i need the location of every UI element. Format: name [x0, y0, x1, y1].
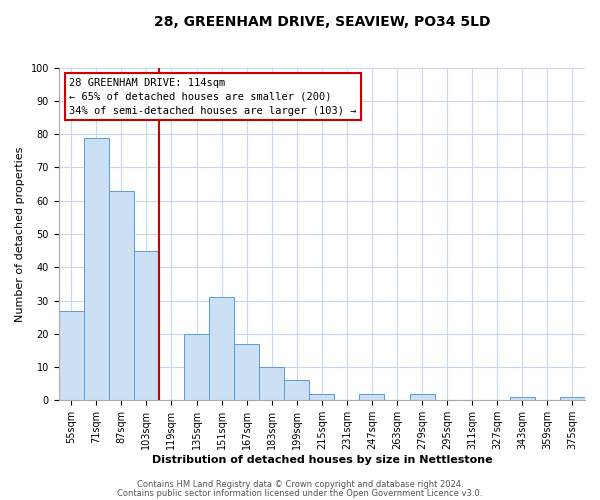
Bar — [84, 138, 109, 400]
Bar — [284, 380, 309, 400]
Y-axis label: Number of detached properties: Number of detached properties — [15, 146, 25, 322]
Bar — [234, 344, 259, 401]
Title: 28, GREENHAM DRIVE, SEAVIEW, PO34 5LD: 28, GREENHAM DRIVE, SEAVIEW, PO34 5LD — [154, 15, 490, 29]
Bar — [184, 334, 209, 400]
Bar — [560, 397, 585, 400]
Bar — [359, 394, 385, 400]
Text: Contains HM Land Registry data © Crown copyright and database right 2024.: Contains HM Land Registry data © Crown c… — [137, 480, 463, 489]
X-axis label: Distribution of detached houses by size in Nettlestone: Distribution of detached houses by size … — [152, 455, 492, 465]
Bar — [410, 394, 434, 400]
Bar — [209, 297, 234, 401]
Bar — [109, 191, 134, 400]
Bar — [309, 394, 334, 400]
Bar — [134, 250, 159, 400]
Text: 28 GREENHAM DRIVE: 114sqm
← 65% of detached houses are smaller (200)
34% of semi: 28 GREENHAM DRIVE: 114sqm ← 65% of detac… — [69, 78, 356, 116]
Bar — [510, 397, 535, 400]
Bar — [59, 310, 84, 400]
Text: Contains public sector information licensed under the Open Government Licence v3: Contains public sector information licen… — [118, 488, 482, 498]
Bar — [259, 367, 284, 400]
